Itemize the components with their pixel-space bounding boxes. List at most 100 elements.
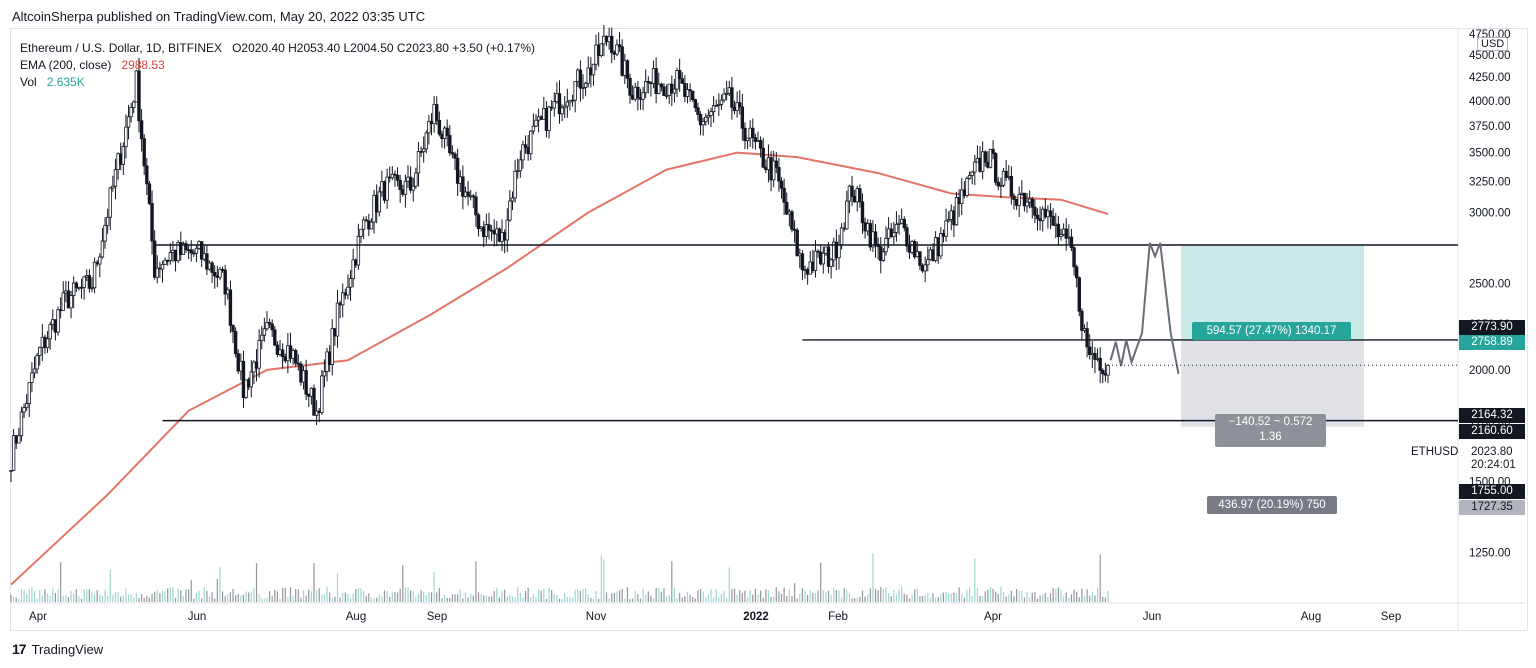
- price-tag-1727: 1727.35: [1459, 500, 1525, 515]
- candle-body: [740, 106, 745, 129]
- volume-bar: [26, 594, 28, 602]
- volume-bar: [381, 596, 383, 602]
- candle-body: [821, 252, 826, 265]
- candle-body: [777, 166, 781, 182]
- candle-body: [479, 226, 483, 230]
- candle-body: [442, 127, 447, 139]
- volume-bar: [908, 598, 911, 602]
- volume-bar: [67, 597, 70, 602]
- volume-bar: [864, 596, 866, 602]
- candle-body: [330, 328, 334, 365]
- volume-bar: [193, 598, 195, 602]
- footer-brand[interactable]: 17 TradingView: [12, 641, 103, 657]
- candle-body: [868, 223, 873, 248]
- candle-body: [787, 211, 792, 215]
- volume-bar: [376, 597, 378, 602]
- candle-body: [411, 185, 415, 191]
- candle-body: [304, 370, 308, 395]
- candle-body: [103, 225, 107, 242]
- volume-bar: [441, 598, 443, 602]
- candle-body: [158, 267, 162, 270]
- volume-bar: [1052, 587, 1054, 602]
- volume-bar: [898, 589, 900, 602]
- y-tick-label: 4500.00: [1469, 50, 1511, 62]
- candle-body: [508, 200, 512, 221]
- volume-bar: [396, 592, 399, 602]
- volume-bar: [997, 593, 999, 602]
- candle-body: [500, 232, 504, 242]
- price-tag-2160: 2160.60: [1459, 424, 1525, 439]
- volume-bar: [287, 596, 289, 602]
- volume-bar: [880, 587, 882, 602]
- volume-bar: [470, 594, 472, 602]
- volume-bar: [404, 587, 406, 602]
- volume-bar: [780, 593, 783, 602]
- volume-bar: [39, 589, 41, 602]
- volume-bar: [506, 596, 508, 602]
- candle-body: [586, 67, 590, 84]
- volume-bar: [968, 587, 971, 602]
- volume-bar: [608, 598, 610, 602]
- candle-body: [385, 176, 389, 201]
- candle-body: [1088, 346, 1092, 356]
- volume-bar: [903, 593, 905, 602]
- tradingview-logo-icon: 17: [12, 641, 27, 657]
- volume-bar: [329, 592, 331, 602]
- candle-body: [529, 130, 533, 155]
- candle-body: [657, 83, 661, 94]
- volume-bar: [331, 597, 333, 602]
- volume-bar: [1036, 598, 1039, 602]
- candle-body: [113, 169, 118, 187]
- volume-bar: [585, 588, 587, 602]
- volume-bar: [684, 596, 686, 602]
- candle-body: [482, 226, 486, 237]
- candle-body: [798, 253, 802, 257]
- volume-bar: [1044, 592, 1046, 602]
- candle-body: [617, 44, 622, 48]
- y-tick-label: 4000.00: [1469, 96, 1511, 108]
- volume-bar: [869, 588, 871, 602]
- candle-body: [771, 160, 776, 181]
- volume-bar: [598, 598, 600, 602]
- volume-bar: [744, 590, 746, 602]
- candle-body: [949, 210, 953, 220]
- volume-bar: [402, 565, 404, 602]
- candle-body: [672, 88, 677, 94]
- volume-bar: [224, 596, 226, 602]
- volume-bar: [1063, 596, 1065, 602]
- candle-body: [476, 214, 481, 230]
- candle-body: [881, 251, 886, 261]
- volume-bar: [279, 598, 281, 602]
- volume-bar: [1023, 597, 1026, 602]
- volume-bar: [266, 597, 268, 602]
- volume-bar: [663, 588, 665, 602]
- volume-bar: [757, 594, 759, 602]
- volume-bar: [1047, 596, 1049, 602]
- candle-body: [738, 102, 742, 108]
- volume-bar: [1049, 593, 1052, 602]
- loss-label: 436.97 (20.19%) 750: [1207, 496, 1337, 514]
- volume-bar: [519, 592, 521, 602]
- volume-bar: [292, 595, 294, 602]
- volume-bar: [835, 590, 837, 602]
- candle-body: [570, 99, 575, 102]
- candle-body: [1064, 228, 1068, 239]
- candle-body: [813, 250, 818, 271]
- volume-bar: [488, 596, 490, 602]
- candle-body: [1077, 277, 1081, 312]
- volume-bar: [890, 596, 892, 602]
- candle-body: [1004, 170, 1008, 178]
- candle-body: [116, 153, 120, 171]
- candle-body: [852, 196, 857, 203]
- volume-bar: [245, 591, 247, 602]
- volume-bar: [854, 598, 856, 602]
- x-tick-label: Sep: [427, 611, 447, 623]
- candle-body: [845, 200, 849, 230]
- volume-bar: [765, 589, 767, 602]
- currency-badge[interactable]: USD: [1477, 37, 1509, 51]
- volume-bar: [46, 593, 49, 602]
- volume-bar: [726, 597, 728, 602]
- candle-body: [732, 106, 737, 111]
- volume-bar: [472, 595, 474, 602]
- candle-body: [1090, 352, 1095, 356]
